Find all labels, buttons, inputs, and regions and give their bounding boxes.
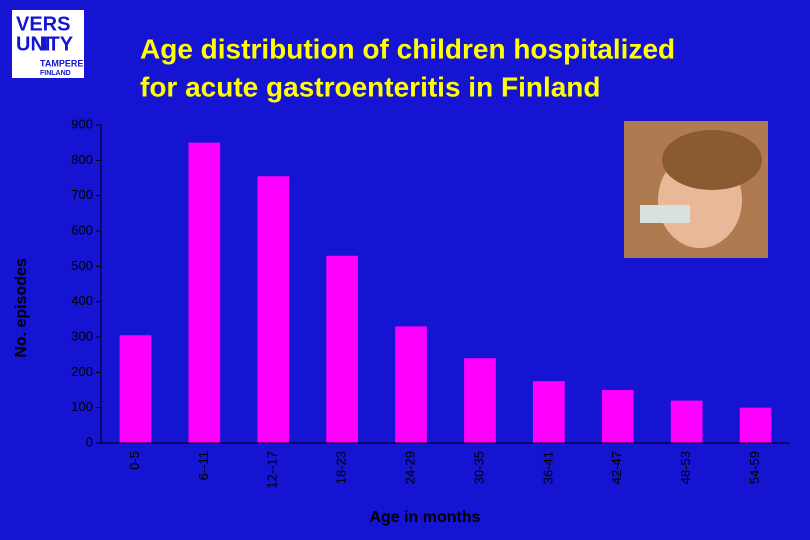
x-tick-label: 36-41: [540, 451, 555, 484]
y-tick-label: 0: [86, 434, 93, 449]
y-tick-label: 200: [71, 364, 93, 379]
y-tick-label: 600: [71, 222, 93, 237]
x-tick-label: 42-47: [609, 451, 624, 484]
y-tick-label: 300: [71, 328, 93, 343]
bar: [119, 335, 152, 443]
bar: [670, 400, 703, 443]
logo-text: TAMPERE: [40, 58, 83, 68]
x-tick-label: 48-53: [678, 451, 693, 484]
logo-text: FINLAND: [40, 70, 71, 77]
x-axis-label: Age in months: [369, 509, 480, 526]
y-axis-label: No. episodes: [13, 258, 30, 358]
logo-box: [12, 10, 84, 78]
bar: [601, 390, 634, 443]
bar: [739, 407, 772, 443]
x-tick-label: 24-29: [402, 451, 417, 484]
y-tick-label: 900: [71, 116, 93, 131]
x-tick-label: 0-5: [127, 451, 142, 470]
x-tick-label: 12--17: [265, 451, 280, 489]
bar: [395, 326, 427, 443]
y-tick-label: 500: [71, 258, 93, 273]
x-tick-label: 30-35: [471, 451, 486, 484]
logo-text: ITY: [42, 33, 74, 55]
photo-bottle: [640, 205, 690, 223]
y-tick-label: 700: [71, 187, 93, 202]
chart-title: Age distribution of children hospitalize…: [140, 33, 675, 64]
logo-text: UNI: [16, 33, 50, 55]
photo-hair: [662, 130, 762, 190]
bar: [326, 255, 358, 443]
y-tick-label: 100: [71, 399, 93, 414]
bar: [257, 176, 290, 443]
bar: [464, 358, 496, 443]
x-tick-label: 6--11: [196, 451, 211, 480]
y-tick-label: 400: [71, 293, 93, 308]
photo: [624, 121, 768, 258]
logo: VERS UNI ITY TAMPERE FINLAND: [12, 10, 84, 78]
chart-subtitle: for acute gastroenteritis in Finland: [140, 71, 601, 102]
logo-text: VERS: [16, 13, 70, 35]
x-tick-label: 54-59: [747, 451, 762, 484]
bar: [533, 381, 565, 443]
x-tick-label: 18-23: [334, 451, 349, 484]
bar: [188, 142, 221, 443]
y-tick-label: 800: [71, 152, 93, 167]
